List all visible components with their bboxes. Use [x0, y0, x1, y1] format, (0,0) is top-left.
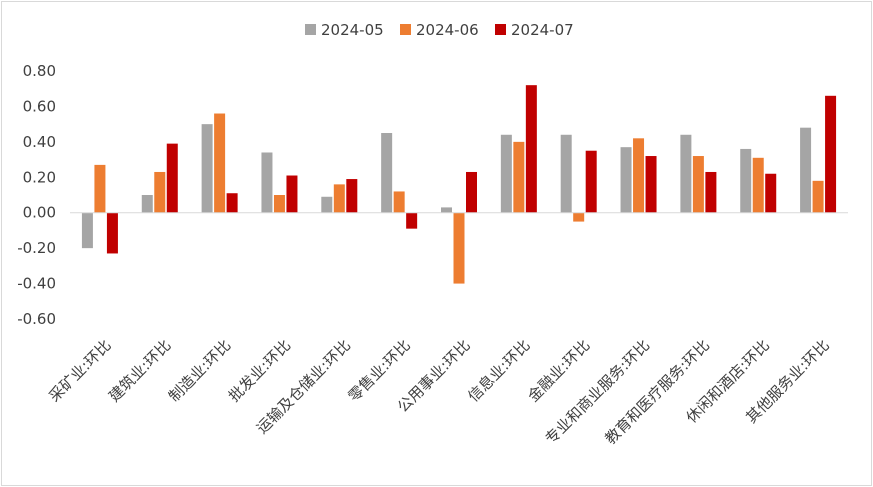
bar-2024-06 [273, 195, 285, 213]
bar-2024-07 [406, 212, 418, 229]
bar-2024-06 [752, 157, 764, 213]
bar-group [441, 171, 477, 284]
legend-label: 2024-06 [416, 21, 479, 39]
x-category-label: 教育和医疗服务:环比 [601, 336, 713, 448]
bar-2024-05 [620, 147, 632, 213]
bar-2024-07 [106, 212, 118, 254]
bar-2024-05 [560, 134, 572, 213]
bar-2024-07 [286, 175, 298, 213]
legend-item: 2024-05 [305, 21, 384, 39]
bar-2024-05 [680, 134, 692, 213]
bar-group [321, 179, 358, 213]
x-axis: 采矿业:环比建筑业:环比制造业:环比批发业:环比运输及仓储业:环比零售业:环比公… [45, 336, 832, 448]
bar-group [500, 85, 537, 213]
bar-2024-07 [825, 95, 837, 213]
bar-2024-07 [466, 171, 477, 213]
bar-group [81, 164, 118, 254]
bar-2024-05 [321, 196, 333, 213]
y-tick-label: 0.20 [23, 168, 56, 186]
bar-2024-07 [226, 193, 238, 213]
x-category-label: 专业和商业服务:环比 [542, 336, 654, 448]
y-tick-label: -0.20 [17, 239, 56, 257]
bar-group [141, 143, 178, 213]
bar-2024-05 [441, 207, 452, 213]
bar-group [201, 113, 238, 213]
x-category-label: 信息业:环比 [464, 336, 533, 405]
y-axis: 0.80 0.60 0.40 0.20 0.00 -0.20 -0.40 -0.60 [17, 62, 56, 328]
bar-2024-07 [166, 143, 178, 213]
legend-item: 2024-07 [495, 21, 574, 39]
bar-2024-07 [705, 171, 717, 213]
legend-swatch [495, 24, 506, 35]
bar-2024-06 [812, 180, 824, 213]
y-tick-label: -0.40 [17, 275, 56, 293]
bar-2024-07 [525, 85, 537, 213]
bar-2024-05 [740, 148, 752, 213]
bar-2024-07 [346, 179, 358, 213]
bar-2024-07 [645, 156, 657, 213]
bar-2024-06 [453, 212, 465, 284]
bar-2024-06 [633, 138, 645, 213]
bar-2024-05 [500, 134, 512, 213]
bar-2024-06 [94, 164, 106, 213]
legend: 2024-05 2024-06 2024-07 [305, 21, 574, 39]
y-tick-label: 0.80 [23, 62, 56, 80]
bar-2024-06 [214, 113, 226, 213]
x-category-label: 采矿业:环比 [45, 336, 114, 405]
bar-group [620, 138, 657, 213]
bar-2024-05 [201, 124, 213, 213]
legend-item: 2024-06 [400, 21, 479, 39]
bar-2024-06 [154, 171, 166, 213]
bar-2024-06 [573, 212, 585, 222]
bar-2024-05 [81, 212, 93, 249]
bar-2024-06 [692, 156, 704, 213]
legend-label: 2024-07 [511, 21, 574, 39]
bar-2024-05 [141, 195, 153, 213]
bar-group [560, 134, 597, 222]
y-tick-label: 0.00 [23, 204, 56, 222]
bar-2024-06 [513, 141, 525, 213]
y-tick-label: 0.40 [23, 133, 56, 151]
y-tick-label: 0.60 [23, 97, 56, 115]
x-category-label: 制造业:环比 [165, 336, 234, 405]
y-tick-label: -0.60 [17, 310, 56, 328]
bar-2024-06 [333, 184, 345, 213]
bar-2024-05 [381, 133, 393, 213]
bar-2024-05 [800, 127, 812, 213]
bar-2024-06 [393, 191, 405, 213]
bar-group [261, 152, 298, 213]
bar-group [800, 95, 837, 213]
bar-2024-07 [765, 173, 777, 213]
bar-2024-07 [585, 150, 597, 213]
legend-swatch [305, 24, 316, 35]
x-category-label: 建筑业:环比 [105, 336, 174, 405]
bars [81, 85, 837, 284]
bar-group [680, 134, 717, 213]
legend-label: 2024-05 [321, 21, 384, 39]
bar-group [381, 133, 418, 229]
bar-group [740, 148, 777, 213]
legend-swatch [400, 24, 411, 35]
bar-2024-05 [261, 152, 273, 213]
